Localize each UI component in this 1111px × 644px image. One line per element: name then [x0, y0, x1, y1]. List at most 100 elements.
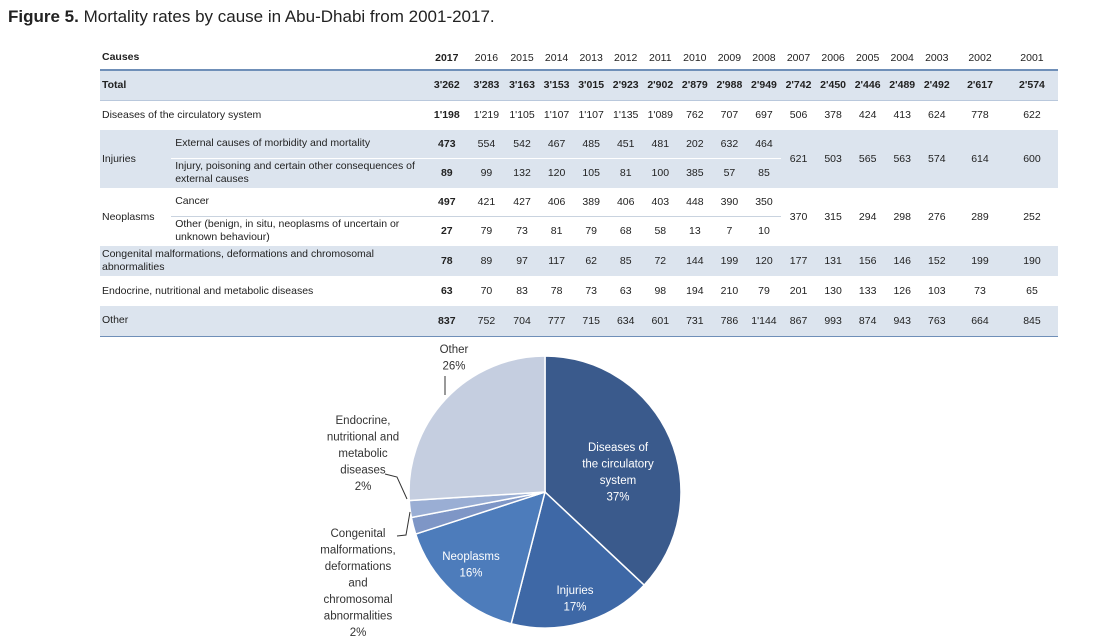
cell: 2'902: [643, 70, 678, 101]
cell: 390: [712, 188, 747, 217]
cell: 731: [677, 306, 713, 337]
cell: 600: [1005, 130, 1058, 188]
table-row-total: Total 3'262 3'283 3'163 3'153 3'015 2'92…: [100, 70, 1058, 101]
cell: 130: [824, 285, 842, 297]
mortality-table: Causes 2017 2016 2015 2014 2013 2012 201…: [100, 46, 1058, 337]
cell: 370: [789, 211, 808, 223]
cell: 70: [480, 285, 493, 297]
cell: 403: [643, 188, 678, 217]
header-year: 2003: [919, 46, 955, 71]
cell: 350: [746, 188, 782, 217]
cell: 485: [573, 130, 609, 159]
cell: 73: [516, 225, 528, 238]
cell: 601: [643, 306, 678, 337]
cell: 72: [643, 246, 678, 276]
cell: 68: [619, 225, 632, 238]
slice-circulatory-label: Diseases of the circulatory system 37%: [582, 442, 654, 504]
table-row-congenital: Congenital malformations, deformations a…: [100, 246, 1058, 276]
cell: 845: [1005, 306, 1058, 337]
cell: 98: [654, 285, 667, 297]
cell: 943: [884, 306, 920, 337]
cell: 120: [539, 158, 574, 188]
cell: 156: [850, 246, 885, 276]
cell: 1'107: [543, 109, 570, 122]
cell: 2'574: [1005, 70, 1058, 101]
cell: 554: [468, 130, 505, 159]
cell: 13: [689, 225, 701, 238]
cell: 27: [440, 225, 453, 238]
leader-line-congenital: [396, 511, 411, 537]
cell: 614: [954, 130, 1006, 188]
cell: 63: [440, 285, 453, 297]
header-year: 2016: [468, 46, 505, 71]
cell: 778: [971, 109, 989, 122]
cell: 202: [677, 130, 713, 159]
header-year: 2004: [884, 46, 920, 71]
cell: 73: [585, 285, 597, 297]
cell: 473: [425, 130, 469, 159]
slice-injuries: [510, 490, 646, 629]
cell: 1'219: [473, 109, 500, 122]
cell: 81: [608, 158, 643, 188]
cell: 79: [758, 285, 770, 297]
cell: 1'135: [613, 109, 639, 122]
cell: 993: [815, 306, 851, 337]
cell: 78: [550, 285, 563, 297]
cell: 1'107: [578, 109, 604, 122]
cell: 497: [425, 188, 469, 217]
header-year: 2010: [677, 46, 713, 71]
cell: 89: [425, 158, 469, 188]
row-label: Other: [100, 306, 426, 337]
cell: 3'283: [468, 70, 505, 101]
row-label: Congenital malformations, deformations a…: [100, 246, 426, 276]
header-year: 2013: [573, 46, 609, 71]
cell: 664: [954, 306, 1006, 337]
cell: 81: [550, 225, 563, 238]
cell: 210: [720, 285, 739, 297]
cell: 565: [850, 130, 885, 188]
cell: 464: [746, 130, 782, 159]
slice-endocrine-label: Endocrine, nutritional and metabolic diseas…: [327, 415, 399, 493]
cell: 120: [746, 246, 782, 276]
cell: 413: [893, 109, 911, 122]
table-row-neoplasms-cancer: Neoplasms Cancer 497 421 427 406 389 406…: [100, 188, 1058, 223]
cell: 424: [858, 109, 877, 122]
cell: 2'923: [608, 70, 643, 101]
cell: 874: [850, 306, 885, 337]
cell: 73: [974, 285, 986, 297]
cell: 83: [516, 285, 528, 297]
figure-caption: Figure 5. Mortality rates by cause in Ab…: [8, 7, 495, 27]
cell: 144: [677, 246, 713, 276]
cell: 1'144: [746, 306, 782, 337]
cell: 385: [677, 158, 713, 188]
cell: 7: [726, 225, 733, 238]
cell: 634: [608, 306, 643, 337]
slice-circulatory: [544, 355, 682, 587]
cell: 2'742: [781, 70, 816, 101]
cell: 837: [425, 306, 469, 337]
cell: 707: [720, 109, 739, 122]
cell: 105: [573, 158, 609, 188]
cell: 621: [781, 130, 816, 188]
row-label: Other (benign, in situ, neoplasms of unc…: [175, 218, 400, 244]
cell: 85: [608, 246, 643, 276]
cell: 763: [919, 306, 955, 337]
row-group-label: Neoplasms: [102, 210, 155, 223]
cell: 715: [573, 306, 609, 337]
leader-line-endocrine: [384, 473, 408, 500]
header-year: 2001: [1005, 46, 1058, 71]
table-header-row: Causes 2017 2016 2015 2014 2013 2012 201…: [100, 46, 1058, 71]
cell: 406: [539, 188, 574, 217]
cell: 2'450: [815, 70, 851, 101]
cell: 315: [824, 211, 842, 223]
table-row-injuries-poisoning: Injury, poisoning and certain other cons…: [100, 158, 1058, 188]
header-causes: Causes: [100, 46, 426, 71]
header-year: 2012: [608, 46, 643, 71]
cell: 1'089: [647, 109, 673, 122]
cell: 298: [893, 211, 911, 223]
cell: 2'492: [919, 70, 955, 101]
header-year: 2015: [504, 46, 540, 71]
table-row-other: Other 837 752 704 777 715 634 601 731 78…: [100, 306, 1058, 337]
cell: 126: [893, 285, 911, 297]
